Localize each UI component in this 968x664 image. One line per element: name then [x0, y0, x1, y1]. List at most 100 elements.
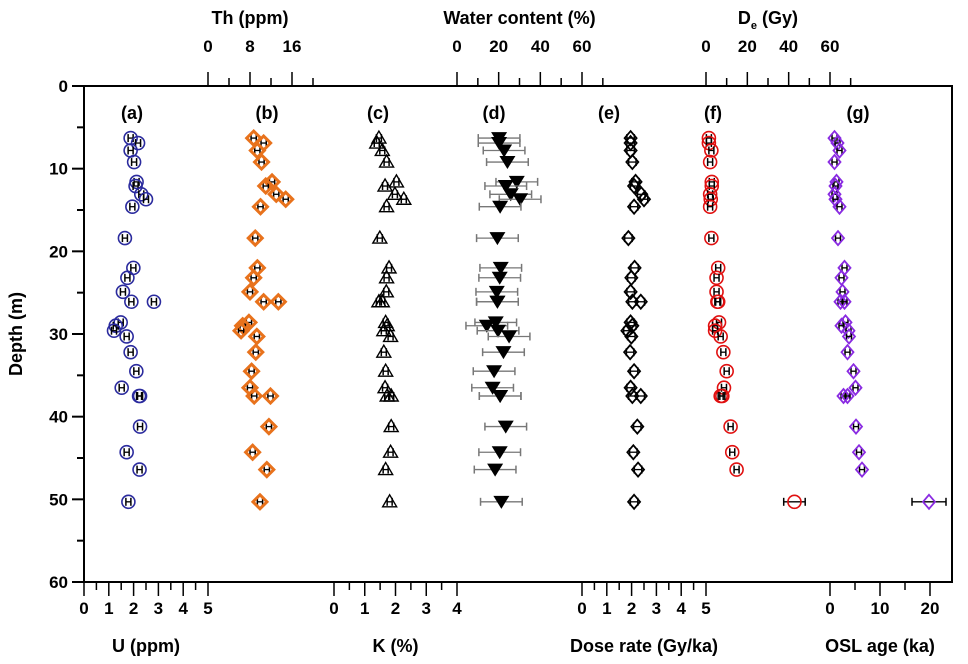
data-point-water — [492, 200, 509, 214]
data-point-K — [377, 461, 394, 476]
x-tick-label-Th: 16 — [283, 37, 302, 56]
y-tick-label: 30 — [49, 325, 68, 344]
data-point-De — [713, 329, 728, 344]
data-point-Th — [250, 492, 270, 511]
data-point-K — [378, 153, 395, 168]
y-tick-label: 40 — [49, 408, 68, 427]
data-point-K — [377, 362, 394, 377]
data-point-K — [374, 142, 391, 157]
data-point-dose — [633, 387, 648, 405]
y-ticks: 0 10 20 30 40 50 60 — [49, 77, 84, 592]
panel-label-K: (c) — [367, 103, 389, 123]
x-tick-label-water: 40 — [531, 37, 550, 56]
data-point-K — [395, 190, 413, 205]
data-point-OSL — [851, 443, 867, 461]
data-point-water — [491, 137, 508, 151]
data-point-U — [132, 388, 148, 404]
data-point-K — [381, 493, 398, 508]
x-tick-label-dose: 0 — [577, 599, 586, 618]
data-point-water — [487, 463, 504, 477]
data-point-OSL — [832, 142, 847, 159]
data-point-water — [501, 330, 518, 344]
data-point-De — [716, 344, 731, 360]
data-point-K — [380, 259, 398, 274]
data-point-De — [715, 388, 730, 404]
data-point-U — [117, 230, 133, 246]
data-point-OSL — [827, 185, 842, 203]
data-point-U — [123, 344, 138, 360]
panel-label-OSL: (g) — [847, 103, 870, 123]
data-point-Th — [252, 152, 271, 172]
data-point-water — [496, 144, 513, 158]
data-point-dose — [628, 173, 643, 191]
y-tick-label: 10 — [49, 160, 68, 179]
x-tick-label-K: 2 — [391, 599, 400, 618]
series-OSL — [827, 129, 947, 511]
data-point-Th — [246, 228, 265, 248]
data-point-U — [114, 380, 129, 396]
data-point-U — [121, 494, 136, 510]
data-point-dose — [623, 129, 638, 147]
data-point-U — [132, 462, 147, 477]
series-Th — [231, 128, 295, 511]
series-dose — [620, 129, 652, 511]
panel-label-water: (d) — [483, 103, 506, 123]
x-axis-label-De: De (Gy) — [738, 8, 798, 32]
data-point-K — [374, 293, 391, 308]
data-point-OSL — [840, 387, 855, 405]
data-point-water — [491, 446, 508, 460]
data-point-De — [716, 380, 732, 396]
data-point-De — [704, 230, 719, 246]
data-point-U — [119, 329, 134, 344]
x-tick-label-U: 0 — [79, 599, 88, 618]
x-tick-label-OSL: 10 — [871, 599, 890, 618]
x-tick-label-K: 3 — [422, 599, 431, 618]
data-point-U — [124, 294, 139, 310]
data-point-Th — [243, 443, 262, 462]
data-point-dose — [626, 493, 642, 511]
y-tick-label: 0 — [59, 77, 68, 96]
data-point-Th — [240, 282, 260, 301]
data-point-K — [382, 387, 400, 402]
x-tick-label-U: 4 — [178, 599, 188, 618]
data-point-K — [378, 269, 395, 284]
data-point-OSL — [832, 198, 847, 216]
x-tick-label-Th: 8 — [245, 37, 254, 56]
x-tick-label-K: 0 — [329, 599, 338, 618]
data-point-water — [497, 420, 514, 434]
x-axis-label-water: Water content (%) — [443, 8, 595, 28]
data-point-water — [493, 495, 510, 509]
x-axis-label-dose: Dose rate (Gy/ka) — [570, 636, 718, 656]
data-point-dose — [634, 185, 649, 203]
data-point-Th — [259, 417, 279, 436]
data-point-De — [724, 444, 740, 460]
data-point-water — [489, 295, 506, 309]
data-point-water — [489, 232, 506, 246]
series-K — [368, 129, 413, 508]
data-point-Th — [267, 185, 286, 204]
plot-frame — [83, 85, 953, 583]
data-point-Th — [256, 176, 275, 196]
x-axis-label-U: U (ppm) — [112, 636, 180, 656]
data-point-water — [490, 324, 507, 338]
data-point-K — [368, 134, 385, 149]
data-point-De — [709, 284, 724, 300]
x-tick-label-OSL: 20 — [921, 599, 940, 618]
data-point-Th — [254, 292, 273, 311]
axis-label-sub: e — [751, 20, 757, 32]
data-point-water — [492, 390, 509, 403]
data-point-dose — [626, 177, 642, 195]
x-tick-label-dose: 2 — [627, 599, 636, 618]
data-point-K — [382, 418, 400, 433]
axes — [83, 85, 953, 583]
data-point-De — [702, 154, 718, 170]
data-point-U — [138, 191, 154, 207]
data-point-OSL — [828, 190, 843, 208]
x-tick-label-dose: 5 — [701, 599, 710, 618]
data-point-U — [129, 363, 144, 379]
data-point-OSL — [837, 293, 852, 311]
data-point-U — [130, 135, 146, 151]
data-point-dose — [625, 153, 640, 171]
data-point-U — [115, 284, 131, 300]
data-point-dose — [626, 443, 641, 461]
